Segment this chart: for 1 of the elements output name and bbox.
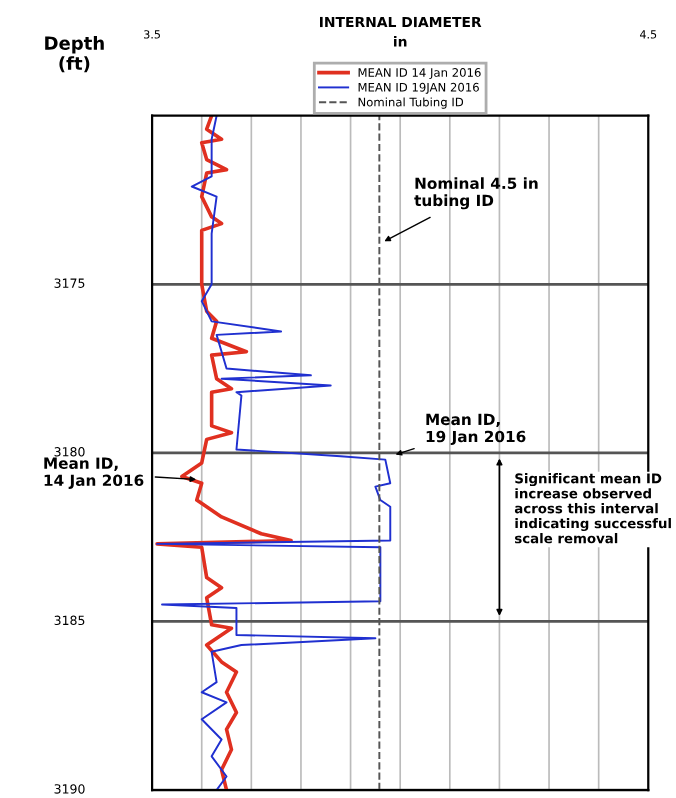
- y-axis-title: Depth (ft): [45, 35, 104, 73]
